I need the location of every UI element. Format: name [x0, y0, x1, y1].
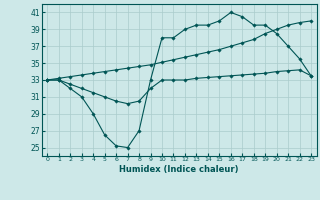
X-axis label: Humidex (Indice chaleur): Humidex (Indice chaleur) — [119, 165, 239, 174]
